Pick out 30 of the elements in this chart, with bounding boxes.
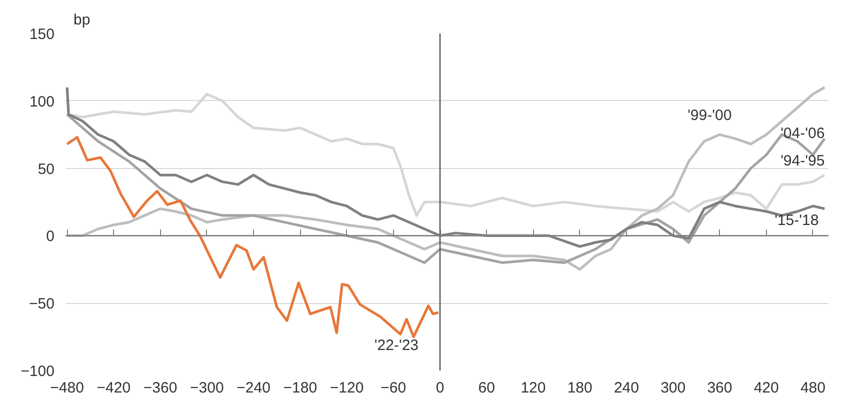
x-tick-label: 420 <box>754 380 779 396</box>
y-tick-label: 0 <box>46 228 54 246</box>
x-tick-label: 240 <box>614 380 639 396</box>
x-tick-label: −240 <box>236 380 270 396</box>
x-tick-label: 480 <box>800 380 826 396</box>
y-tick-label: 150 <box>29 26 55 43</box>
x-tick-label: −420 <box>96 380 131 396</box>
series-label: '94-'95 <box>780 152 825 170</box>
x-tick-label: 60 <box>478 380 495 396</box>
x-tick-label: 0 <box>436 380 444 396</box>
x-tick-label: −480 <box>50 380 84 396</box>
x-tick-label: −180 <box>283 380 318 396</box>
y-axis-title: bp <box>74 12 90 28</box>
x-tick-label: −60 <box>380 380 406 396</box>
y-tick-label: −100 <box>20 363 55 380</box>
x-tick-label: −120 <box>330 380 364 396</box>
y-tick-label: 50 <box>38 160 55 178</box>
x-tick-label: 120 <box>520 380 546 396</box>
x-tick-label: 360 <box>707 380 732 396</box>
x-tick-label: 300 <box>660 380 686 396</box>
y-tick-label: −50 <box>29 296 55 313</box>
y-tick-label: 100 <box>29 93 55 110</box>
series-label: '22-'23 <box>374 337 418 354</box>
x-tick-label: −300 <box>190 380 224 396</box>
series-label: '15-'18 <box>774 212 819 230</box>
series-label: '04-'06 <box>780 125 825 142</box>
line-series <box>66 136 440 338</box>
series-label: '99-'00 <box>688 106 732 124</box>
x-tick-label: −360 <box>143 380 178 396</box>
x-tick-label: 180 <box>567 380 592 396</box>
